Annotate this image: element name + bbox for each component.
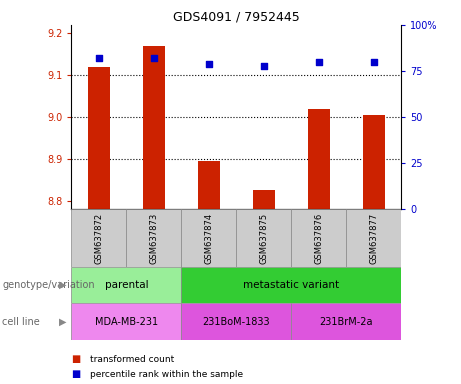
Text: metastatic variant: metastatic variant — [243, 280, 339, 290]
Bar — [363, 115, 384, 209]
Text: ■: ■ — [71, 369, 81, 379]
Bar — [236, 209, 291, 267]
Bar — [291, 303, 401, 340]
Point — [205, 61, 213, 67]
Bar — [143, 46, 165, 209]
Bar — [181, 303, 291, 340]
Point — [95, 55, 103, 61]
Text: GSM637877: GSM637877 — [369, 212, 378, 264]
Bar — [346, 209, 401, 267]
Bar — [71, 209, 126, 267]
Text: GSM637872: GSM637872 — [95, 212, 103, 264]
Bar — [198, 161, 220, 209]
Bar — [88, 67, 110, 209]
Text: GSM637873: GSM637873 — [149, 212, 159, 264]
Point — [150, 55, 158, 61]
Bar — [71, 303, 181, 340]
Text: 231BrM-2a: 231BrM-2a — [319, 316, 373, 327]
Text: percentile rank within the sample: percentile rank within the sample — [90, 370, 243, 379]
Point — [315, 59, 322, 65]
Text: GSM637874: GSM637874 — [204, 212, 213, 264]
Point — [260, 63, 267, 69]
Text: parental: parental — [105, 280, 148, 290]
Text: GSM637875: GSM637875 — [259, 212, 268, 264]
Bar — [181, 267, 401, 303]
Bar — [253, 190, 275, 209]
Text: cell line: cell line — [2, 316, 40, 327]
Text: GSM637876: GSM637876 — [314, 212, 323, 264]
Text: genotype/variation: genotype/variation — [2, 280, 95, 290]
Text: 231BoM-1833: 231BoM-1833 — [202, 316, 270, 327]
Text: ■: ■ — [71, 354, 81, 364]
Text: ▶: ▶ — [59, 280, 67, 290]
Bar — [181, 209, 236, 267]
Text: transformed count: transformed count — [90, 354, 174, 364]
Bar — [71, 267, 181, 303]
Text: MDA-MB-231: MDA-MB-231 — [95, 316, 158, 327]
Bar — [307, 109, 330, 209]
Bar — [126, 209, 181, 267]
Text: ▶: ▶ — [59, 316, 67, 327]
Bar — [291, 209, 346, 267]
Point — [370, 59, 377, 65]
Title: GDS4091 / 7952445: GDS4091 / 7952445 — [173, 11, 300, 24]
